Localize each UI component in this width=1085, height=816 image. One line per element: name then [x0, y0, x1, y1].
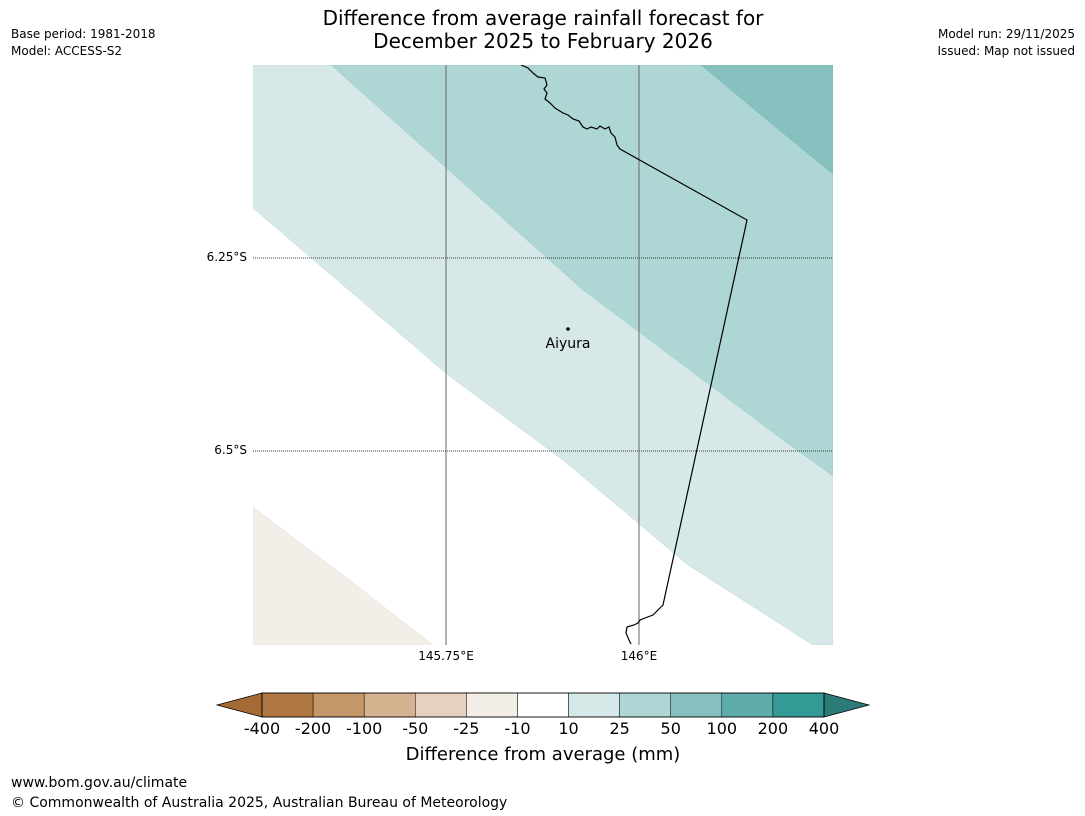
colorbar-segment	[721, 692, 774, 718]
colorbar-extend-low	[215, 692, 263, 718]
contour-band-25-50	[330, 65, 833, 477]
colorbar-segment	[466, 692, 518, 718]
contour-band-50-100	[700, 65, 833, 175]
colorbar-segment	[415, 692, 467, 718]
colorbar-outline	[261, 692, 825, 718]
colorbar-tick-label: 400	[808, 719, 840, 738]
model-text: Model: ACCESS-S2	[11, 44, 123, 58]
colorbar-segment	[312, 692, 365, 718]
colorbar-segment	[568, 692, 620, 718]
colorbar-segment	[772, 692, 825, 718]
metadata-right: Model run: 29/11/2025 Issued: Map not is…	[937, 26, 1075, 60]
footer-url[interactable]: www.bom.gov.au/climate	[11, 775, 188, 791]
colorbar-segment	[517, 692, 569, 718]
colorbar-segment	[261, 692, 314, 718]
map-title-line2: December 2025 to February 2026	[373, 29, 713, 53]
contour-band-neg10-neg25	[253, 506, 434, 645]
colorbar-label: Difference from average (mm)	[405, 744, 681, 765]
map-title-line1: Difference from average rainfall forecas…	[322, 6, 764, 30]
colorbar-tick-label: 10	[558, 719, 579, 738]
colorbar-segment	[670, 692, 723, 718]
colorbar-tick-label: 50	[660, 719, 681, 738]
longitude-label-146: 146°E	[620, 649, 658, 663]
coastline-border	[520, 65, 748, 645]
rainfall-map	[253, 65, 833, 645]
colorbar-tick-label: 200	[757, 719, 789, 738]
colorbar-segment	[363, 692, 416, 718]
footer-copyright: © Commonwealth of Australia 2025, Austra…	[11, 795, 508, 811]
colorbar-extend-high	[823, 692, 870, 718]
model-run-text: Model run: 29/11/2025	[937, 27, 1075, 41]
colorbar-tick-label: -400	[243, 719, 281, 738]
colorbar-tick-label: -50	[402, 719, 429, 738]
metadata-left: Base period: 1981-2018 Model: ACCESS-S2	[11, 26, 156, 60]
colorbar-tick-label: -25	[453, 719, 480, 738]
base-period-text: Base period: 1981-2018	[11, 27, 156, 41]
colorbar-tick-label: -200	[294, 719, 332, 738]
issued-text: Issued: Map not issued	[937, 44, 1075, 58]
colorbar-tick-label: 100	[706, 719, 738, 738]
colorbar-tick-label: 25	[609, 719, 630, 738]
aiyura-marker	[566, 327, 570, 331]
colorbar	[215, 692, 870, 718]
colorbar-segment	[619, 692, 671, 718]
colorbar-tick-label: -10	[504, 719, 531, 738]
colorbar-tick-label: -100	[346, 719, 383, 738]
aiyura-label: Aiyura	[545, 336, 591, 352]
longitude-label-145-75: 145.75°E	[418, 649, 474, 663]
latitude-label-6-25: 6.25°S	[206, 250, 247, 264]
latitude-label-6-5: 6.5°S	[214, 443, 247, 457]
map-title: Difference from average rainfall forecas…	[243, 7, 843, 53]
